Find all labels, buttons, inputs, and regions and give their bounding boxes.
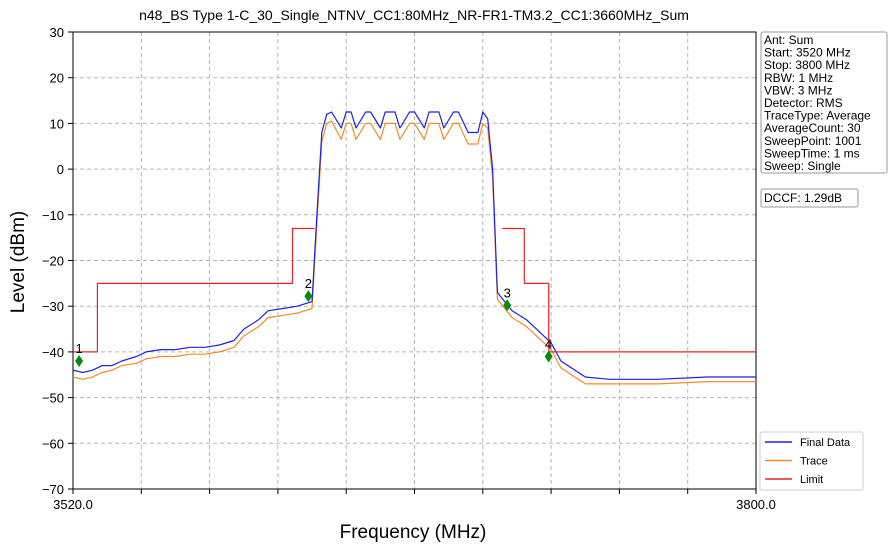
y-tick-label: −10 — [42, 208, 64, 223]
info-box-frame — [760, 31, 888, 174]
marker-4-diamond — [544, 350, 553, 363]
info-line: SweepPoint: 1001 — [764, 134, 862, 148]
chart-title: n48_BS Type 1-C_30_Single_NTNV_CC1:80MHz… — [139, 7, 689, 23]
y-tick-label: −20 — [42, 254, 64, 269]
series-line-final-data — [72, 111, 756, 380]
info-line: Detector: RMS — [764, 96, 843, 110]
legend-frame — [759, 431, 864, 491]
info-line: TraceType: Average — [764, 109, 871, 123]
info-line: RBW: 1 MHz — [764, 71, 833, 85]
marker-1-label: 1 — [75, 341, 82, 356]
y-tick-labels: 30 20 10 0 −10 −20 −30 −40 −50 −60 −70 — [42, 25, 64, 497]
legend-label: Final Data — [800, 437, 851, 449]
grid-lines — [73, 32, 756, 489]
y-tick-label: −30 — [42, 299, 64, 314]
marker-group: 1 2 3 4 — [75, 276, 553, 368]
series-group — [72, 111, 756, 385]
marker-1-diamond — [75, 355, 84, 368]
y-tick-label: 20 — [50, 71, 64, 86]
dccf-value: DCCF: 1.29dB — [764, 191, 842, 205]
info-line: Sweep: Single — [764, 159, 841, 173]
marker-2-label: 2 — [305, 276, 312, 291]
series-line-trace — [72, 120, 756, 385]
info-line: VBW: 3 MHz — [764, 83, 832, 97]
dccf-frame — [760, 188, 859, 208]
legend-label: Trace — [800, 456, 828, 468]
legend-label: Limit — [800, 474, 823, 486]
axes — [68, 31, 757, 494]
y-tick-label: 30 — [50, 25, 64, 40]
info-line: Ant: Sum — [764, 33, 813, 47]
info-line: Start: 3520 MHz — [764, 46, 851, 60]
info-line: AverageCount: 30 — [764, 121, 861, 135]
series-line-limit — [73, 227, 756, 353]
info-line: Stop: 3800 MHz — [764, 58, 850, 72]
marker-3-label: 3 — [504, 285, 511, 300]
y-tick-label: −40 — [42, 345, 64, 360]
y-tick-label: 0 — [57, 162, 64, 177]
y-tick-label: −70 — [42, 482, 64, 497]
y-tick-label: −50 — [42, 391, 64, 406]
legend: Final Data Trace Limit — [759, 431, 864, 491]
info-line: SweepTime: 1 ms — [764, 146, 860, 160]
x-axis-label: Frequency (MHz) — [340, 522, 487, 543]
legend-items: Final Data Trace Limit — [765, 437, 851, 486]
x-tick-label: 3520.0 — [53, 497, 93, 512]
marker-4-label: 4 — [545, 336, 552, 351]
marker-3-diamond — [503, 299, 512, 312]
y-tick-label: −60 — [42, 436, 64, 451]
x-tick-label: 3800.0 — [736, 497, 776, 512]
dccf-box: DCCF: 1.29dB — [760, 188, 859, 208]
x-tick-labels: 3520.0 3800.0 — [53, 497, 776, 512]
y-axis-label: Level (dBm) — [8, 211, 29, 313]
marker-2-diamond — [304, 290, 313, 303]
y-tick-label: 10 — [50, 116, 64, 131]
